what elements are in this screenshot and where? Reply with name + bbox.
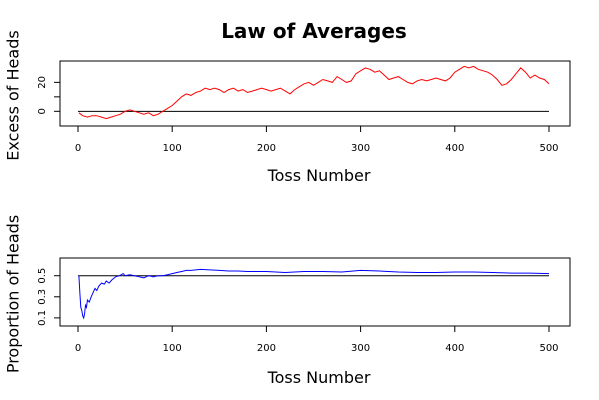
x-tick-label: 400 [445, 143, 464, 154]
y-axis-label: Excess of Heads [4, 30, 23, 160]
y-tick-label: 0 [37, 108, 48, 114]
proportion-of-heads-panel: 0 100 200 300 400 500 0.1 0.3 0.5 Toss Number Prop… [4, 215, 571, 387]
x-tick-label: 500 [539, 143, 558, 154]
series-line [78, 268, 550, 320]
x-tick-label: 200 [257, 143, 276, 154]
plot-frame [59, 257, 571, 327]
y-tick-label: 0.5 [37, 268, 48, 284]
x-tick-label: 500 [539, 343, 558, 354]
y-axis-label: Proportion of Heads [4, 215, 23, 373]
x-tick-label: 400 [445, 343, 464, 354]
x-tick-label: 100 [163, 343, 182, 354]
y-tick-label: 0.3 [37, 289, 48, 305]
plot-frame [59, 60, 571, 127]
x-tick-label: 300 [351, 343, 370, 354]
series-line [78, 65, 550, 120]
excess-of-heads-panel: 0 100 200 300 400 500 0 20 Toss Number Excess of … [4, 30, 571, 185]
x-tick-label: 0 [75, 143, 81, 154]
x-tick-label: 100 [163, 143, 182, 154]
x-tick-label: 0 [75, 343, 81, 354]
y-tick-label: 0.1 [37, 310, 48, 326]
y-tick-label: 20 [37, 76, 48, 89]
x-axis-label: Toss Number [267, 166, 371, 185]
x-tick-label: 200 [257, 343, 276, 354]
chart-title: Law of Averages [221, 19, 407, 43]
x-axis-label: Toss Number [267, 368, 371, 387]
x-tick-label: 300 [351, 143, 370, 154]
